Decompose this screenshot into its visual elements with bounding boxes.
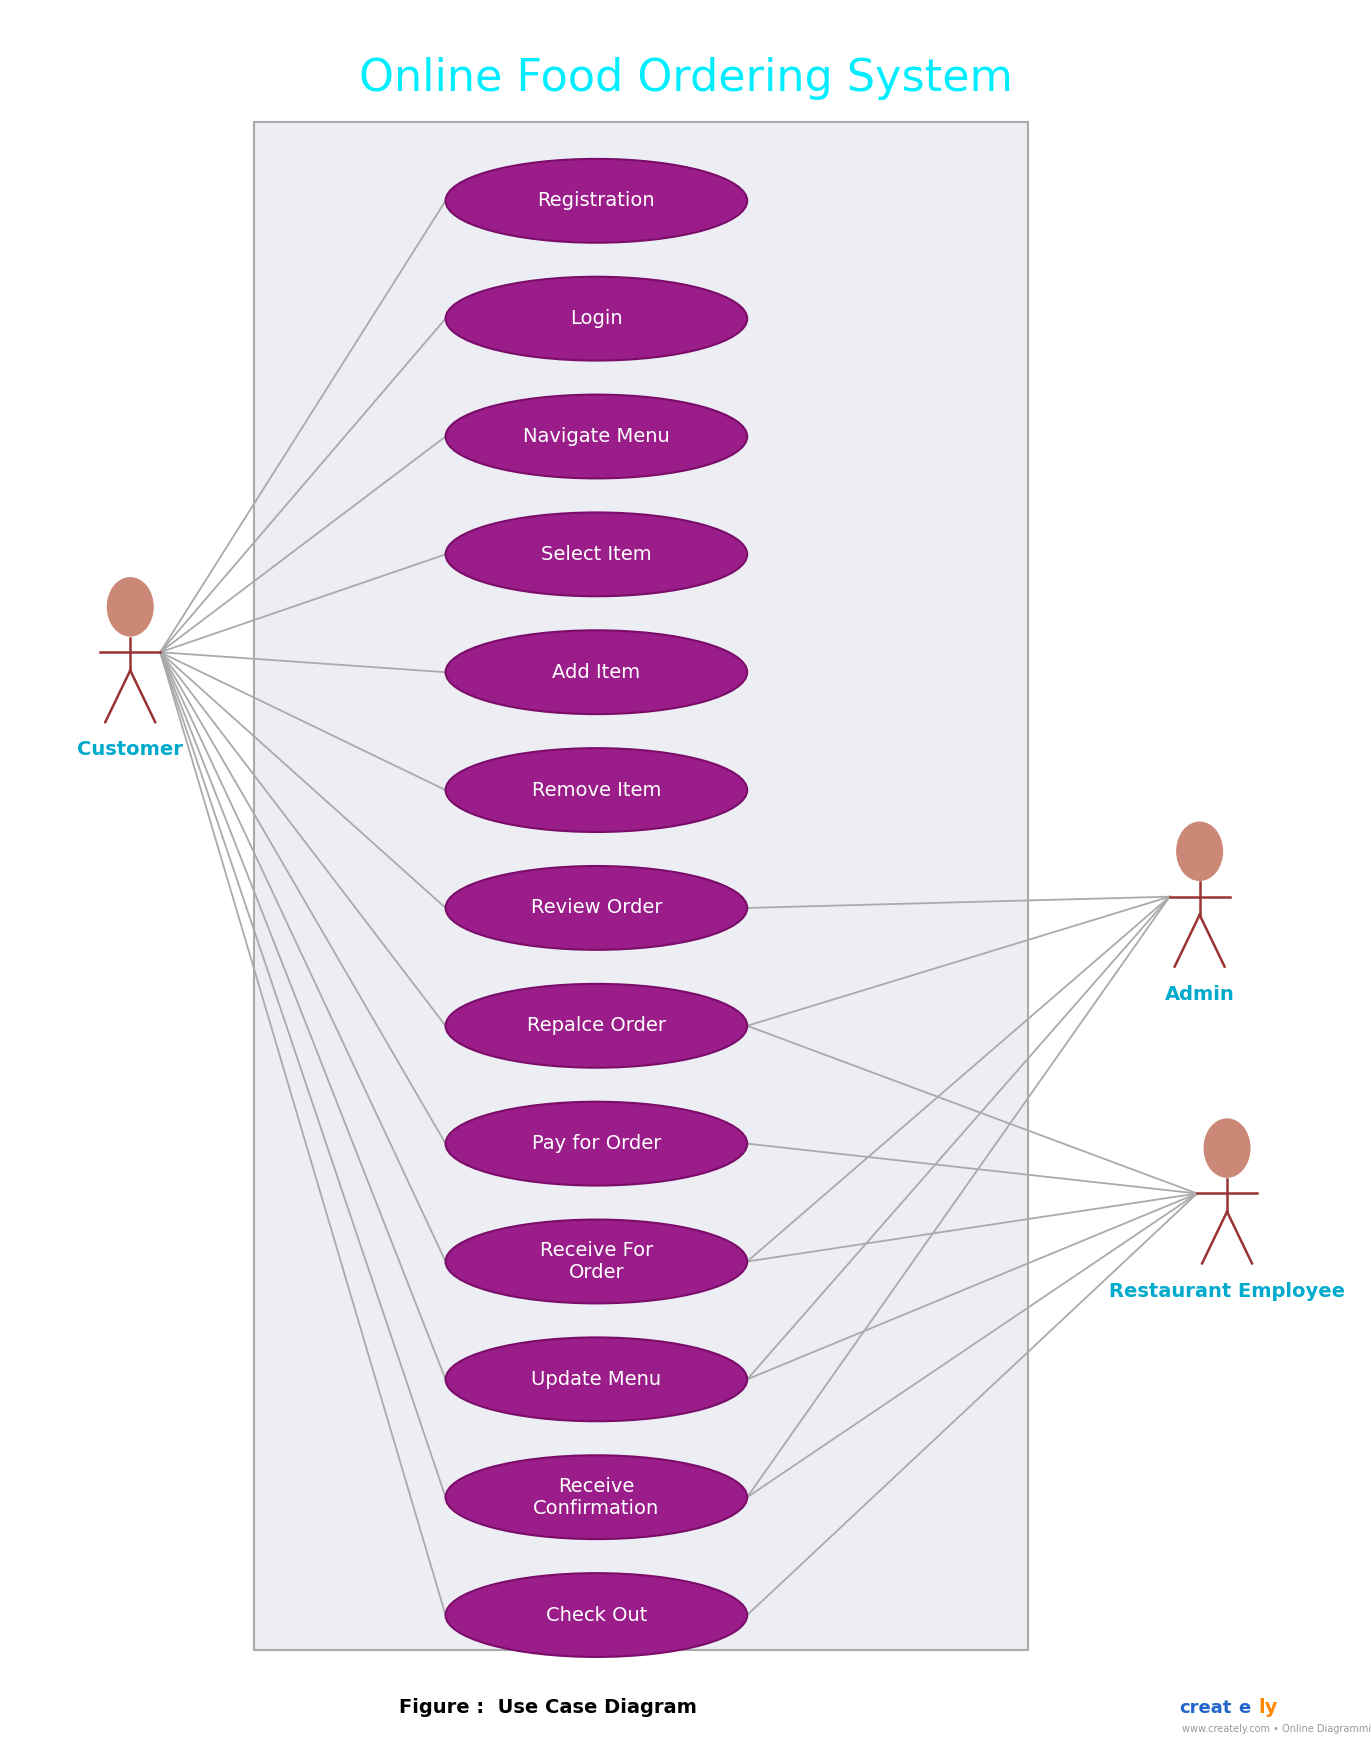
Text: Navigate Menu: Navigate Menu	[522, 428, 670, 445]
FancyBboxPatch shape	[254, 122, 1028, 1650]
Circle shape	[107, 578, 154, 636]
Text: Add Item: Add Item	[553, 663, 640, 681]
Ellipse shape	[446, 1102, 747, 1186]
Text: e: e	[1239, 1699, 1250, 1716]
Ellipse shape	[446, 1219, 747, 1303]
Ellipse shape	[446, 630, 747, 714]
Text: ly: ly	[1259, 1699, 1278, 1716]
Text: www.creately.com • Online Diagramming: www.creately.com • Online Diagramming	[1182, 1723, 1371, 1734]
Ellipse shape	[446, 395, 747, 478]
Ellipse shape	[446, 1573, 747, 1657]
Ellipse shape	[446, 159, 747, 243]
Ellipse shape	[446, 513, 747, 597]
Ellipse shape	[446, 1456, 747, 1540]
Text: creat: creat	[1179, 1699, 1231, 1716]
Text: Remove Item: Remove Item	[532, 780, 661, 800]
Ellipse shape	[446, 985, 747, 1069]
Text: Repalce Order: Repalce Order	[526, 1016, 666, 1035]
Circle shape	[1204, 1119, 1250, 1177]
Ellipse shape	[446, 1337, 747, 1421]
Text: Figure :  Use Case Diagram: Figure : Use Case Diagram	[399, 1699, 698, 1716]
Text: Update Menu: Update Menu	[532, 1371, 661, 1388]
Text: Registration: Registration	[537, 192, 655, 210]
Text: Online Food Ordering System: Online Food Ordering System	[359, 58, 1012, 100]
Text: Restaurant Employee: Restaurant Employee	[1109, 1282, 1345, 1301]
Ellipse shape	[446, 747, 747, 833]
Ellipse shape	[446, 276, 747, 360]
Text: Login: Login	[570, 309, 622, 328]
Text: Review Order: Review Order	[531, 899, 662, 917]
Text: Pay for Order: Pay for Order	[532, 1135, 661, 1152]
Text: Receive
Confirmation: Receive Confirmation	[533, 1477, 659, 1517]
Text: Select Item: Select Item	[542, 545, 651, 564]
Ellipse shape	[446, 866, 747, 950]
Text: Receive For
Order: Receive For Order	[540, 1241, 653, 1282]
Text: Check Out: Check Out	[546, 1606, 647, 1624]
Circle shape	[1176, 822, 1223, 880]
Text: Admin: Admin	[1165, 985, 1234, 1004]
Text: Customer: Customer	[77, 740, 184, 760]
